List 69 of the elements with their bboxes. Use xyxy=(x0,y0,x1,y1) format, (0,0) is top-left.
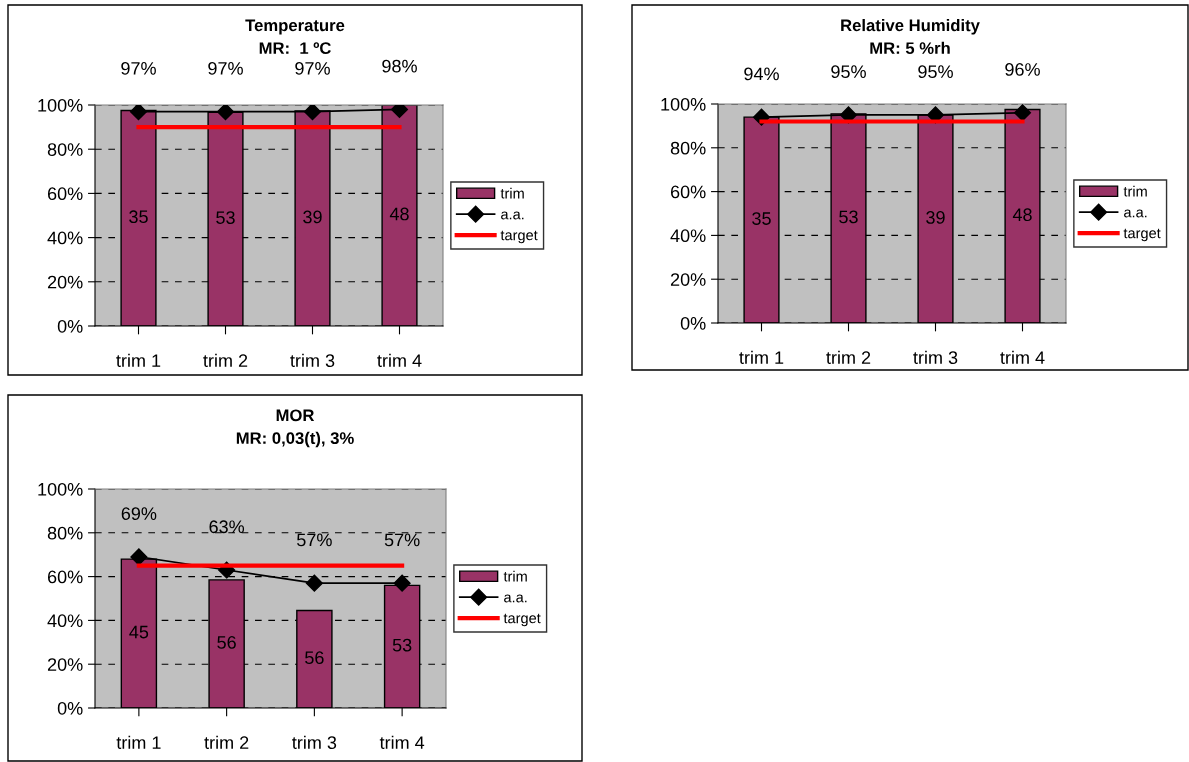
y-tick-label: 80% xyxy=(47,526,83,540)
data-label: 95% xyxy=(918,65,953,79)
y-tick-label: 40% xyxy=(47,614,83,628)
annotation: 56 xyxy=(305,651,324,665)
y-tick-label: 0% xyxy=(57,701,83,715)
data-label: 57% xyxy=(297,533,332,547)
x-tick-label: trim 3 xyxy=(913,350,958,365)
data-label: 57% xyxy=(384,533,420,547)
y-tick-label: 20% xyxy=(47,275,83,289)
x-tick-label: trim 4 xyxy=(377,353,422,367)
legend-label: trim xyxy=(503,570,527,582)
annotation: 35 xyxy=(752,212,771,225)
annotation: 39 xyxy=(926,211,945,224)
data-label: 69% xyxy=(121,507,157,520)
chart-title: Relative Humidity MR: 5 %rh xyxy=(841,19,980,55)
chart-title: Temperature MR: 1 ºC xyxy=(245,19,345,55)
data-label: 97% xyxy=(121,61,156,75)
y-tick-label: 40% xyxy=(670,229,706,243)
y-tick-label: 80% xyxy=(47,143,83,156)
point xyxy=(130,548,148,566)
legend-label: a.a. xyxy=(504,594,527,603)
data-label: 98% xyxy=(382,59,417,73)
annotation: 53 xyxy=(392,638,412,652)
legend-label: target xyxy=(503,613,541,627)
annotation: 35 xyxy=(129,210,148,224)
data-label: 63% xyxy=(209,520,245,534)
point xyxy=(305,574,323,592)
y-tick-label: 60% xyxy=(670,185,706,199)
y-tick-label: 0% xyxy=(57,319,83,333)
x-tick-label: trim 1 xyxy=(116,353,161,367)
point xyxy=(393,574,411,592)
x-tick-label: trim 4 xyxy=(1000,350,1045,364)
data-label: 97% xyxy=(295,61,330,75)
legend-label: target xyxy=(500,230,538,244)
y-tick-label: 60% xyxy=(47,187,83,201)
y-tick-label: 100% xyxy=(38,482,83,496)
annotation: 48 xyxy=(1012,208,1032,222)
data-label: 94% xyxy=(744,67,779,81)
y-tick-label: 80% xyxy=(670,141,706,155)
y-tick-label: 100% xyxy=(38,98,83,112)
y-tick-label: 0% xyxy=(680,316,706,330)
x-tick-label: trim 2 xyxy=(204,735,249,749)
annotation: 48 xyxy=(389,207,409,221)
legend-label: target xyxy=(1123,228,1161,242)
data-label: 97% xyxy=(208,61,243,75)
legend-label: a.a. xyxy=(1124,209,1147,218)
y-tick-label: 40% xyxy=(47,231,83,245)
data-label: 95% xyxy=(831,65,866,79)
chart-title: MOR MR: 0,03(t), 3% xyxy=(236,409,354,448)
x-tick-label: trim 4 xyxy=(379,735,425,749)
y-tick-label: 20% xyxy=(47,658,83,671)
annotation: 56 xyxy=(217,636,236,649)
x-tick-label: trim 3 xyxy=(292,735,337,750)
x-tick-label: trim 2 xyxy=(203,353,248,367)
annotation: 53 xyxy=(216,211,235,224)
y-tick-label: 100% xyxy=(661,97,706,111)
y-tick-label: 60% xyxy=(47,570,83,584)
x-tick-label: trim 1 xyxy=(739,350,784,364)
legend-label: a.a. xyxy=(501,211,524,220)
x-tick-label: trim 3 xyxy=(290,353,335,368)
annotation: 45 xyxy=(129,625,149,639)
legend-label: trim xyxy=(500,187,524,199)
x-tick-label: trim 2 xyxy=(826,350,871,364)
x-tick-label: trim 1 xyxy=(116,735,161,749)
legend-label: trim xyxy=(1123,185,1147,197)
y-tick-label: 20% xyxy=(670,273,706,286)
data-label: 96% xyxy=(1005,63,1040,76)
annotation: 53 xyxy=(839,210,858,224)
annotation: 39 xyxy=(303,210,322,224)
